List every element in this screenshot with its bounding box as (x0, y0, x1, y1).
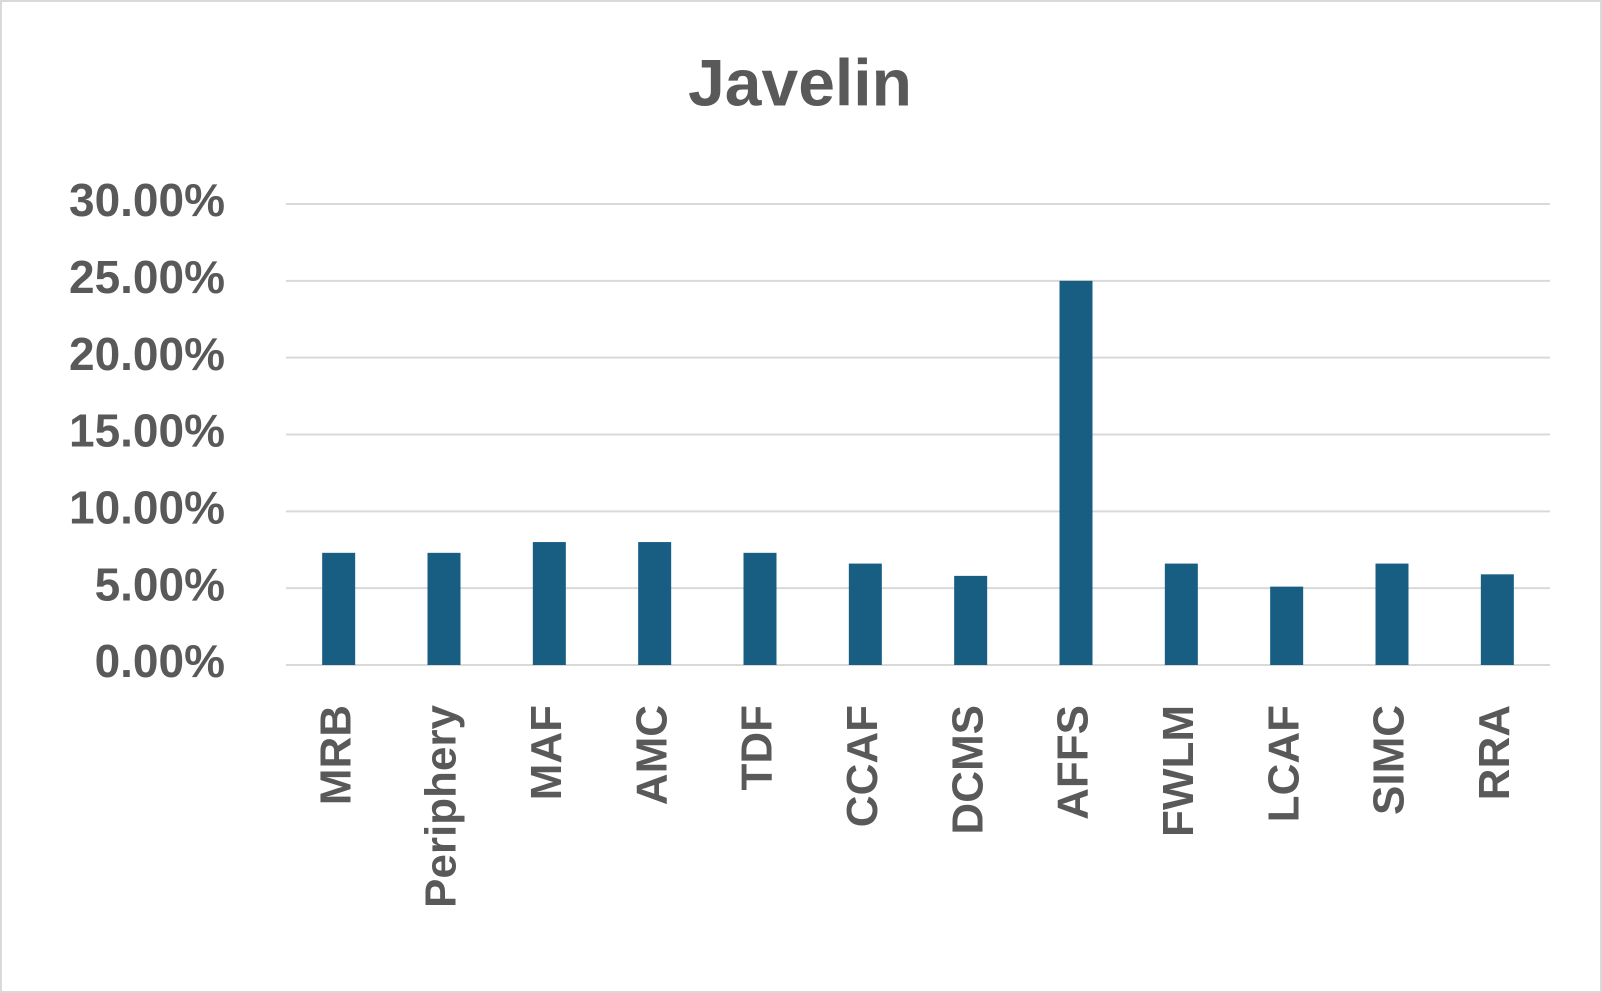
bar (848, 563, 882, 665)
x-tick-label: RRA (1470, 705, 1519, 800)
y-tick-label: 5.00% (95, 558, 225, 610)
y-tick-label: 0.00% (95, 635, 225, 687)
bar (743, 552, 777, 665)
bar (954, 575, 988, 665)
y-tick-label: 20.00% (69, 328, 225, 380)
bar (427, 552, 461, 665)
bar (1375, 563, 1409, 665)
x-tick-label: MRB (311, 705, 360, 805)
x-tick-label: DCMS (943, 705, 992, 835)
x-tick-label: AFFS (1049, 705, 1098, 820)
bar (1059, 280, 1093, 665)
y-tick-label: 10.00% (69, 481, 225, 533)
x-tick-label: TDF (733, 705, 782, 791)
bar (322, 552, 356, 665)
bar (638, 542, 672, 665)
chart-title: Javelin (688, 45, 912, 119)
bar (1480, 574, 1514, 665)
x-tick-label: SIMC (1365, 705, 1414, 815)
x-tick-label: MAF (522, 705, 571, 800)
y-tick-label: 30.00% (69, 174, 225, 226)
y-tick-label: 15.00% (69, 405, 225, 457)
x-tick-label: LCAF (1259, 705, 1308, 822)
x-tick-label: CCAF (838, 705, 887, 827)
x-tick-label: FWLM (1154, 705, 1203, 837)
x-tick-label: Periphery (417, 704, 466, 908)
bar (1164, 563, 1198, 665)
bar (1270, 586, 1304, 665)
x-tick-label: AMC (627, 705, 676, 805)
bar (532, 542, 566, 665)
y-tick-label: 25.00% (69, 251, 225, 303)
